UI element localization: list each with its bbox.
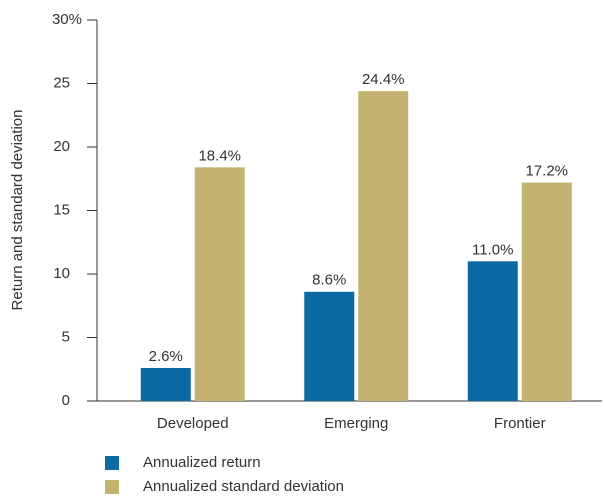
legend-label: Annualized standard deviation — [143, 478, 344, 495]
value-label: 24.4% — [362, 71, 405, 88]
bar — [467, 261, 518, 401]
legend-swatch — [105, 480, 119, 494]
bar — [521, 182, 572, 401]
bar — [194, 167, 245, 401]
x-tick-label: Emerging — [324, 415, 388, 432]
bar — [304, 291, 355, 401]
y-tick-label: 15 — [53, 201, 70, 218]
value-label: 18.4% — [198, 147, 241, 164]
bar — [358, 91, 409, 402]
y-tick-label: 0 — [62, 392, 70, 409]
bar — [140, 367, 191, 401]
y-tick-label: 10 — [53, 265, 70, 282]
y-tick-label: 5 — [62, 328, 70, 345]
value-label: 2.6% — [149, 348, 183, 365]
x-tick-label: Developed — [157, 415, 229, 432]
value-label: 17.2% — [525, 163, 568, 180]
value-label: 11.0% — [472, 241, 513, 258]
value-label: 8.6% — [312, 272, 346, 289]
legend-swatch — [105, 456, 119, 470]
y-axis-label: Return and standard deviation — [9, 110, 26, 311]
y-tick-label: 20 — [53, 138, 70, 155]
legend-label: Annualized return — [143, 454, 261, 471]
y-tick-label: 25 — [53, 74, 70, 91]
x-tick-label: Frontier — [494, 415, 546, 432]
y-tick-label: 30% — [52, 11, 82, 28]
